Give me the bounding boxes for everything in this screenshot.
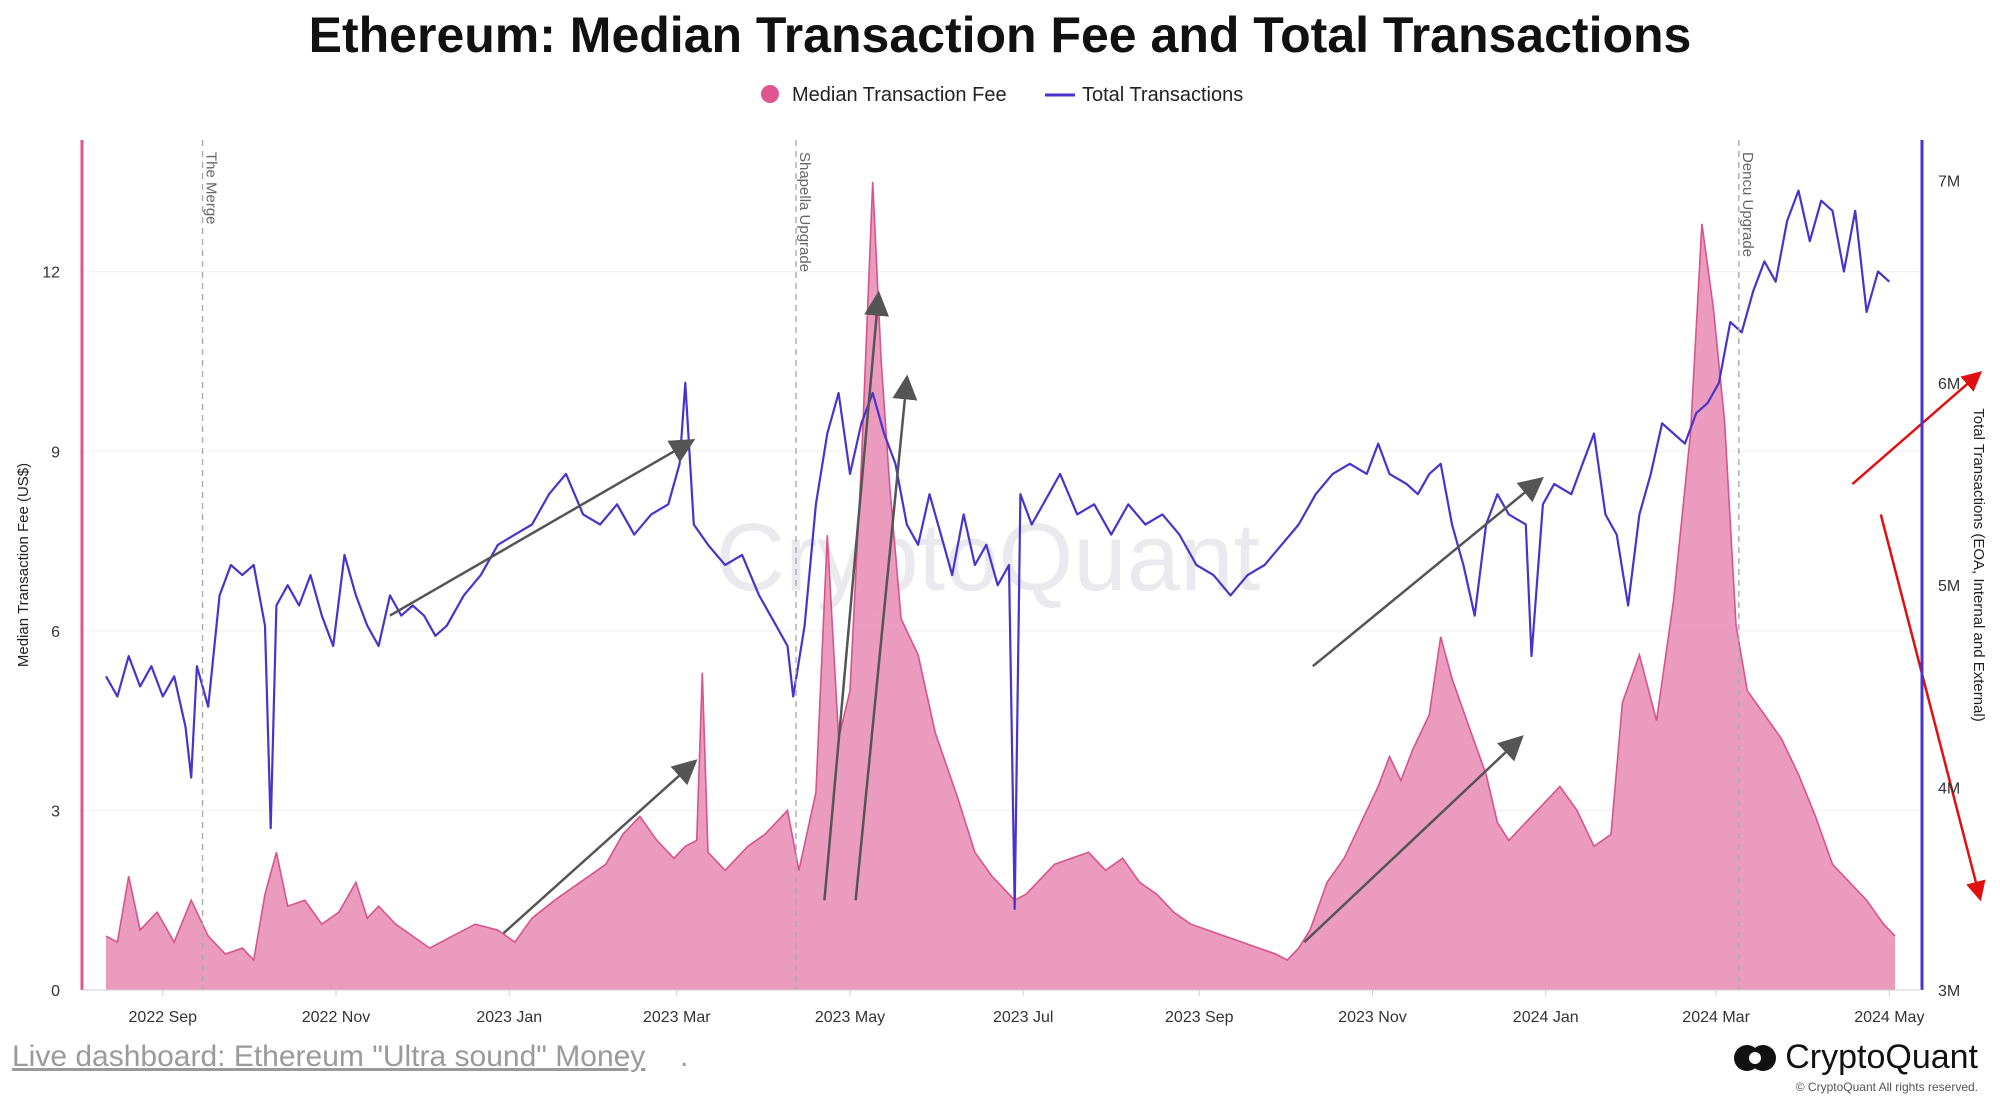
x-tick: 2022 Sep (129, 1009, 198, 1026)
red-arrow (1879, 514, 1986, 902)
y-right-tick: 5M (1938, 578, 1960, 595)
chart-title: Ethereum: Median Transaction Fee and Tot… (309, 7, 1692, 63)
axes: 0 3 6 9 12 3M 4M 5M 6M 7M 2022 Sep 2022 Nov 2023 Jan… (42, 140, 1960, 1026)
y-left-tick: 9 (51, 444, 60, 461)
watermark: CryptoQuant (716, 504, 1260, 611)
grey-arrow (389, 439, 696, 617)
y-left-tick: 12 (42, 265, 60, 282)
brand-logo: CryptoQuant (1733, 1038, 1978, 1077)
y-left-tick: 6 (51, 624, 60, 641)
red-arrow (1851, 371, 1983, 485)
y-right-label: Total Transactions (EOA, Internal and Ex… (1970, 408, 1987, 721)
x-tick: 2023 Mar (643, 1009, 711, 1026)
grey-arrow (854, 374, 918, 901)
x-tick: 2023 May (815, 1009, 885, 1026)
legend-tx-label[interactable]: Total Transactions (1082, 84, 1243, 106)
x-tick: 2024 Mar (1682, 1009, 1750, 1026)
x-tick: 2023 Jan (476, 1009, 542, 1026)
brand-name: CryptoQuant (1785, 1038, 1978, 1076)
event-markers: The Merge Shapella Upgrade Dencu Upgrade (201, 140, 1756, 990)
grey-arrow (823, 290, 890, 901)
fee-area (106, 181, 1895, 990)
grey-arrow (502, 759, 698, 935)
dashboard-link-suffix: . (680, 1040, 689, 1073)
y-right-tick: 3M (1938, 983, 1960, 1000)
grey-arrow (1303, 735, 1524, 944)
y-right-tick: 4M (1938, 781, 1960, 798)
y-right-tick: 6M (1938, 376, 1960, 393)
y-left-label: Median Transaction Fee (US$) (15, 463, 32, 667)
chart-legend[interactable]: Median Transaction Fee Total Transaction… (761, 84, 1243, 106)
legend-fee-label[interactable]: Median Transaction Fee (792, 84, 1007, 106)
event-label: Dencu Upgrade (1739, 152, 1756, 257)
dashboard-link[interactable]: Live dashboard: Ethereum "Ultra sound" M… (12, 1040, 646, 1073)
tx-line (105, 189, 1891, 911)
x-tick: 2023 Sep (1165, 1009, 1234, 1026)
tx-series (105, 189, 1891, 911)
legend-fee-marker (761, 85, 779, 103)
x-tick: 2024 Jan (1513, 1009, 1579, 1026)
x-tick: 2023 Nov (1338, 1009, 1407, 1026)
y-left-tick: 0 (51, 983, 60, 1000)
y-right-tick: 7M (1938, 173, 1960, 190)
copyright: © CryptoQuant All rights reserved. (1795, 1080, 1978, 1094)
cryptoquant-logo-icon (1734, 1044, 1777, 1071)
x-tick: 2022 Nov (302, 1009, 371, 1026)
y-left-tick: 3 (51, 803, 60, 820)
grey-arrow (1312, 476, 1544, 668)
fee-series (105, 181, 1896, 990)
event-label: The Merge (203, 152, 220, 225)
x-tick: 2024 May (1854, 1009, 1924, 1026)
event-label: Shapella Upgrade (796, 152, 813, 272)
fee-line (105, 181, 1896, 962)
x-tick: 2023 Jul (993, 1009, 1054, 1026)
annotation-arrows (389, 290, 1986, 944)
